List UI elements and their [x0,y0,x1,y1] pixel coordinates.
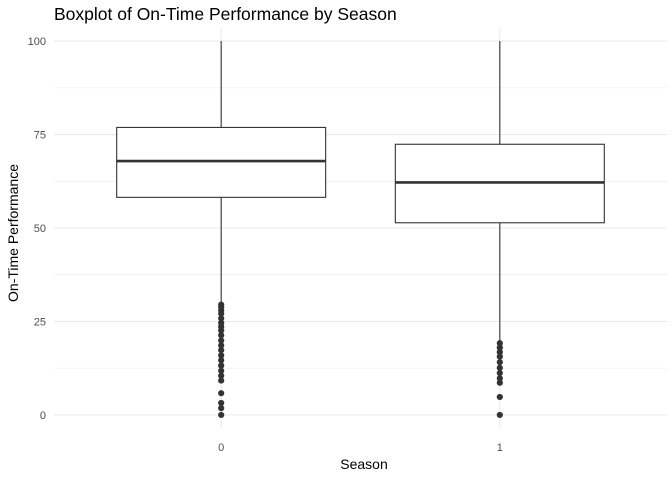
box-layer [116,41,605,419]
outlier-point [218,405,225,412]
outlier-point [218,367,225,374]
grid-layer [54,28,667,428]
outlier-point [218,352,225,359]
outlier-point [218,357,225,364]
outlier-point [496,353,503,360]
y-axis-label: On-Time Performance [5,164,21,302]
outlier-point [496,379,503,386]
box-iqr [116,126,327,198]
tick-layer: 0 25 50 75 100 0 1 [28,36,503,454]
outlier-point [496,369,503,377]
box-group-season-0 [116,41,327,419]
outlier-point [496,411,503,419]
outlier-point [496,364,503,371]
outlier-point [496,340,503,347]
y-tick-label: 50 [34,223,46,235]
y-tick-label: 75 [34,130,46,142]
outlier-point [218,377,225,384]
outlier-point [218,301,225,308]
x-axis-label: Season [340,456,387,472]
outlier-point [218,362,225,369]
box-group-season-1 [394,41,605,419]
y-tick-label: 100 [28,36,46,48]
x-tick-label: 1 [497,442,503,454]
outlier-point [218,342,225,349]
outlier-point [218,390,225,397]
chart-title: Boxplot of On-Time Performance by Season [54,4,397,24]
outlier-point [218,411,225,419]
y-tick-label: 0 [40,410,46,422]
outlier-point [218,315,225,322]
outlier-point [496,393,503,401]
outlier-point [496,359,503,366]
outlier-point [218,337,225,344]
x-tick-label: 0 [218,442,224,454]
outlier-point [218,399,225,407]
outlier-point [218,332,225,339]
outlier-point [496,349,503,356]
outlier-point [218,319,225,327]
outlier-point [496,344,503,351]
outlier-point [218,347,225,354]
y-tick-label: 25 [34,316,46,328]
outlier-point [218,372,225,379]
outlier-point [496,375,503,382]
